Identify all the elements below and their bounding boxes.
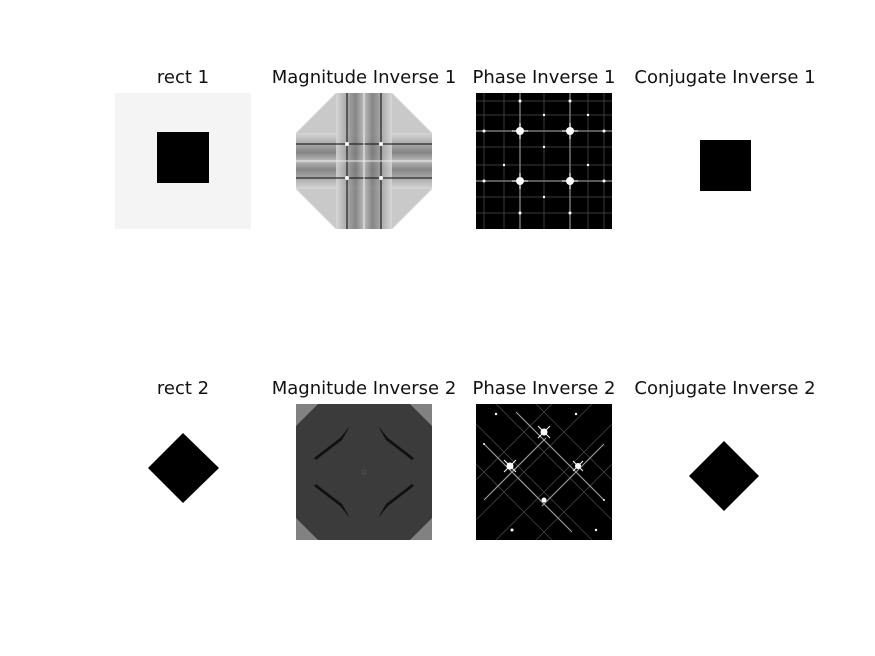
panel-title: rect 1	[156, 67, 210, 88]
panel-title: Conjugate Inverse 1	[634, 67, 816, 88]
phase-inverse-1-image	[476, 93, 612, 229]
magnitude-inverse-2-image	[296, 404, 432, 540]
rect-2-image	[115, 404, 251, 540]
rect-1-image	[115, 93, 251, 229]
panel-title: Conjugate Inverse 2	[634, 378, 816, 399]
phase-inverse-2-image	[476, 404, 612, 540]
conjugate-inverse-1-image	[657, 93, 793, 229]
panel-title: Magnitude Inverse 2	[271, 378, 457, 399]
conjugate-inverse-2-image	[657, 404, 793, 540]
panel-title: rect 2	[156, 378, 210, 399]
panel-title: Phase Inverse 2	[472, 378, 616, 399]
panel-title: Phase Inverse 1	[472, 67, 616, 88]
panel-title: Magnitude Inverse 1	[271, 67, 457, 88]
magnitude-inverse-1-image	[296, 93, 432, 229]
